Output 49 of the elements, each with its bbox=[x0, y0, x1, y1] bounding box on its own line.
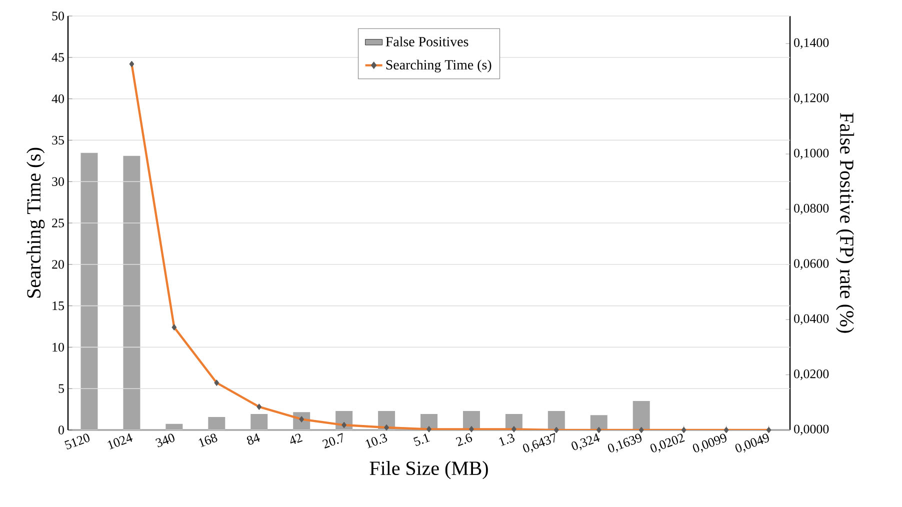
y-tick-label: 10 bbox=[52, 342, 64, 352]
x-tick-label: 0,1639 bbox=[608, 434, 642, 453]
y-tick-label: 0 bbox=[58, 426, 64, 434]
x-tick-label: 0,0202 bbox=[650, 434, 685, 453]
x-tick-label: 0,324 bbox=[572, 433, 600, 450]
x-tick-label: 0,0049 bbox=[735, 434, 769, 453]
y-tick-label: 35 bbox=[52, 136, 64, 145]
y-tick-label: 25 bbox=[52, 218, 64, 228]
x-tick-label: 1024 bbox=[108, 433, 133, 450]
legend-label: False Positives bbox=[386, 36, 468, 46]
y-tick-label: 20 bbox=[52, 260, 64, 269]
x-tick-label: 340 bbox=[156, 434, 174, 448]
bar bbox=[208, 417, 226, 430]
x-axis-title: File Size (MB) bbox=[370, 461, 488, 480]
x-tick-label: 42 bbox=[290, 434, 303, 444]
bar bbox=[166, 424, 183, 430]
y-tick-label: 15 bbox=[52, 301, 64, 310]
y2-tick-label: 0,0200 bbox=[794, 370, 829, 380]
x-tick-label: 20.7 bbox=[322, 433, 343, 448]
y2-tick-label: 0,0000 bbox=[794, 424, 829, 436]
y-tick-label: 30 bbox=[52, 177, 64, 186]
bar bbox=[548, 410, 565, 430]
bar bbox=[632, 401, 650, 430]
x-tick-label: 0,0099 bbox=[692, 434, 726, 453]
y2-tick-label: 0,0400 bbox=[794, 314, 829, 325]
y2-tick-label: 0,1000 bbox=[794, 148, 829, 160]
bar bbox=[80, 152, 98, 430]
y2-tick-label: 0,1400 bbox=[794, 38, 829, 49]
y2-tick-label: 0,0800 bbox=[794, 204, 829, 215]
x-tick-label: 2.6 bbox=[456, 433, 472, 446]
bar bbox=[123, 156, 140, 430]
x-tick-label: 0,6437 bbox=[523, 433, 555, 453]
legend-label: Searching Time (s) bbox=[386, 60, 492, 72]
x-tick-label: 1.3 bbox=[499, 434, 514, 446]
x-tick-label: 10.3 bbox=[366, 434, 388, 448]
x-tick-label: 5.1 bbox=[413, 434, 430, 446]
y-tick-label: 5 bbox=[58, 384, 64, 393]
bar bbox=[590, 415, 608, 430]
y2-tick-label: 0,1200 bbox=[794, 94, 829, 104]
y-axis-title: Searching Time (s) bbox=[26, 148, 45, 298]
y-tick-label: 50 bbox=[52, 12, 64, 20]
x-tick-label: 168 bbox=[198, 434, 218, 448]
y-tick-label: 45 bbox=[52, 53, 64, 62]
x-tick-label: 84 bbox=[246, 433, 260, 445]
y2-tick-label: 0,0600 bbox=[794, 259, 829, 270]
bar bbox=[250, 414, 268, 430]
y2-axis-title: False Positive (FP) rate (%) bbox=[836, 112, 854, 333]
x-tick-label: 5120 bbox=[64, 434, 90, 450]
y-tick-label: 40 bbox=[52, 94, 64, 104]
